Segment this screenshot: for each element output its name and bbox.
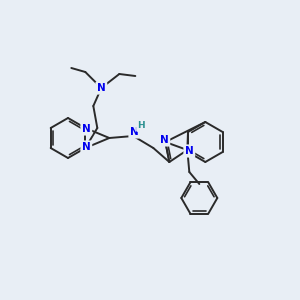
Text: H: H bbox=[137, 122, 145, 130]
Text: N: N bbox=[130, 127, 139, 137]
Text: N: N bbox=[185, 146, 194, 156]
Text: N: N bbox=[160, 135, 169, 145]
Text: N: N bbox=[82, 124, 91, 134]
Text: N: N bbox=[82, 142, 91, 152]
Text: N: N bbox=[97, 83, 106, 93]
